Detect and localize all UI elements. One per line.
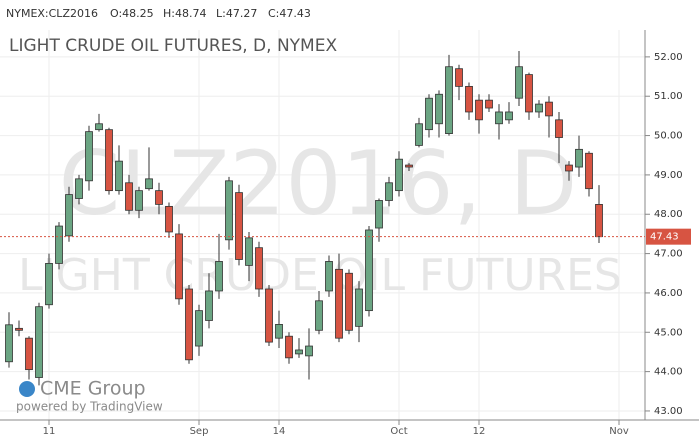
y-tick-label: 44.00: [654, 367, 683, 378]
candle-body: [515, 66, 523, 99]
candle-body: [75, 178, 83, 199]
candle-body: [265, 288, 273, 343]
candle-body: [235, 192, 243, 260]
last-price-box: [646, 228, 691, 245]
x-tick-label: 12: [473, 426, 486, 437]
candle-body: [485, 99, 493, 109]
candle-body: [525, 74, 533, 113]
header-open: O:48.25: [110, 7, 154, 20]
candle-body: [65, 194, 73, 237]
candle-body: [345, 272, 353, 331]
candle-body: [205, 290, 213, 321]
candle-body: [355, 288, 363, 327]
candle-body: [215, 261, 223, 292]
y-tick-label: 51.00: [654, 91, 683, 102]
logo-icon: [19, 381, 35, 397]
last-price-label: 47.43: [650, 232, 679, 243]
candle-body: [565, 164, 573, 172]
candle-body: [415, 123, 423, 146]
candle-body: [95, 123, 103, 131]
y-tick-label: 49.00: [654, 170, 683, 181]
candle-body: [15, 327, 23, 331]
candle-body: [475, 99, 483, 121]
logo-powered: powered by TradingView: [16, 400, 163, 414]
watermark-symbol: CLZ2016, D: [59, 132, 577, 235]
candle-body: [495, 111, 503, 125]
candle-body: [245, 237, 253, 266]
candle-body: [25, 337, 33, 371]
candle-body: [175, 233, 183, 300]
candle-body: [275, 324, 283, 339]
candle-body: [375, 200, 383, 229]
candle-body: [155, 190, 163, 205]
y-tick-label: 45.00: [654, 327, 683, 338]
candle-body: [55, 225, 63, 264]
candle-body: [145, 178, 153, 190]
candle-body: [445, 66, 453, 134]
candle-body: [395, 158, 403, 192]
y-tick-label: 46.00: [654, 288, 683, 299]
candle-body: [315, 300, 323, 331]
candle-body: [35, 306, 43, 378]
x-tick-label: Oct: [390, 426, 407, 437]
candle-body: [255, 247, 263, 290]
candle-body: [125, 182, 133, 211]
header-bar: [0, 0, 699, 28]
candle-body: [85, 131, 93, 182]
candle-body: [185, 288, 193, 361]
candle-body: [135, 190, 143, 211]
x-tick-label: Sep: [190, 426, 209, 437]
candle-body: [585, 152, 593, 190]
candle-body: [325, 261, 333, 292]
candle-body: [535, 103, 543, 113]
header-symbol: NYMEX:CLZ2016: [6, 7, 98, 20]
candle-body: [5, 324, 13, 363]
candle-body: [195, 310, 203, 347]
y-tick-label: 47.00: [654, 249, 683, 260]
x-tick-label: 11: [43, 426, 56, 437]
x-tick-label: Nov: [609, 426, 629, 437]
candle-body: [595, 204, 603, 238]
candle-body: [555, 119, 563, 138]
candle-body: [505, 111, 513, 121]
candle-body: [305, 345, 313, 357]
candle-body: [435, 93, 443, 125]
candle-body: [165, 205, 173, 233]
y-tick-label: 50.00: [654, 131, 683, 142]
candle-body: [295, 349, 303, 355]
candle-body: [365, 229, 373, 312]
candle-body: [105, 129, 113, 192]
candle-body: [385, 182, 393, 201]
candle-body: [455, 68, 463, 87]
y-tick-label: 48.00: [654, 209, 683, 220]
candle-body: [575, 148, 583, 168]
candle-body: [225, 180, 233, 241]
header-high: H:48.74: [163, 7, 206, 20]
candle-body: [285, 335, 293, 359]
candle-body: [115, 160, 123, 192]
candle-body: [335, 268, 343, 339]
x-tick-label: 14: [273, 426, 286, 437]
logo-brand: CME Group: [40, 378, 146, 400]
candle-body: [45, 263, 53, 306]
y-tick-label: 43.00: [654, 406, 683, 417]
candle-body: [545, 101, 553, 117]
header-close: C:47.43: [268, 7, 311, 20]
candle-body: [425, 97, 433, 131]
header-low: L:47.27: [216, 7, 257, 20]
y-tick-label: 52.00: [654, 52, 683, 63]
chart-title: LIGHT CRUDE OIL FUTURES, D, NYMEX: [9, 36, 337, 56]
candle-body: [405, 164, 413, 168]
candle-body: [465, 85, 473, 113]
watermark-name: LIGHT CRUDE OIL FUTURES: [18, 250, 622, 301]
